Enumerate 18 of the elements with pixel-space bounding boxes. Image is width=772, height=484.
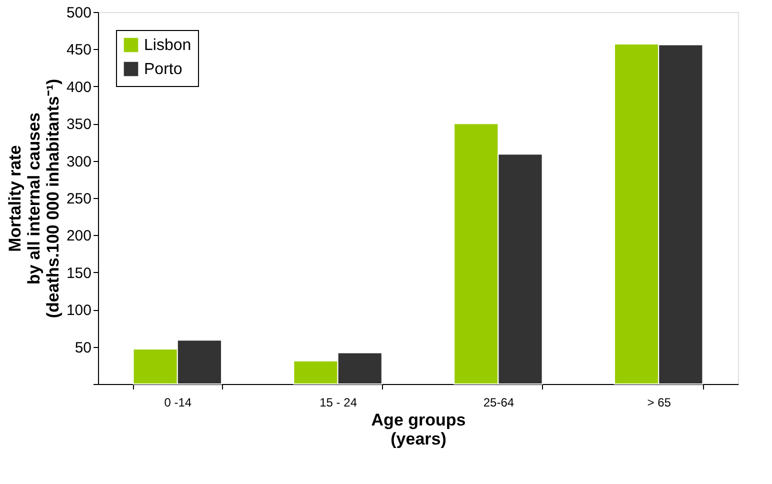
x-tick-label: 25-64 — [483, 396, 514, 410]
y-tick-label: 250 — [66, 190, 92, 208]
y-tick-label: 150 — [66, 264, 92, 282]
legend-label: Lisbon — [144, 37, 192, 54]
y-tick-label: 500 — [66, 4, 92, 22]
y-tick-label: 400 — [66, 78, 92, 96]
y-tick-label: 200 — [66, 228, 92, 245]
y-tick-label: 50 — [74, 339, 92, 356]
x-axis-title: Age groups (years) — [371, 410, 466, 448]
y-axis-title: Mortality rate by all internal causes (deaths.100 000 inhabitants⁻¹) — [5, 78, 62, 318]
x-tick-label: > 65 — [647, 396, 672, 410]
y-tick-label: 300 — [66, 153, 92, 170]
x-tick-label: 0 -14 — [164, 396, 192, 410]
y-tick-label: 350 — [66, 116, 92, 134]
y-tick-label: 450 — [66, 42, 92, 59]
y-tick-label: 100 — [66, 302, 92, 320]
x-tick-label: 15 - 24 — [320, 396, 358, 410]
legend-label: Porto — [144, 61, 182, 78]
